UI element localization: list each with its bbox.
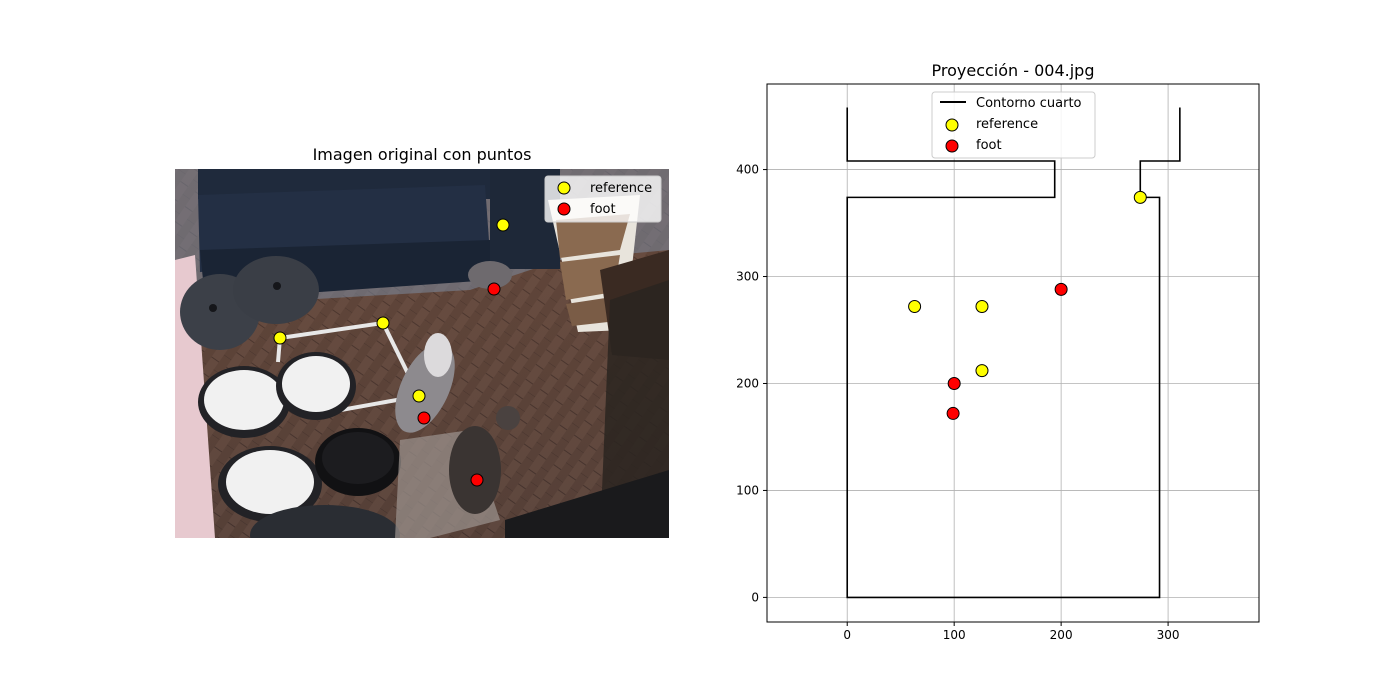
y-tick-label: 400: [736, 163, 759, 177]
photo-point-reference: [496, 218, 510, 232]
projection-point-reference: [975, 364, 989, 378]
photo-point-reference: [273, 331, 287, 345]
x-tick-label: 0: [843, 628, 851, 642]
projection-point-foot: [946, 406, 960, 420]
legend-marker-reference: [945, 118, 959, 132]
projection-point-reference: [975, 299, 989, 313]
cats: [395, 261, 520, 514]
room-outline-line: [846, 107, 1181, 599]
projection-point-foot: [1054, 282, 1068, 296]
photo-point-reference: [376, 316, 390, 330]
legend-label-foot: foot: [976, 138, 1002, 153]
projection-point-reference: [1133, 190, 1147, 204]
projection-point-reference: [908, 299, 922, 313]
axis-ticks: 0 100 200 300 0 100 200 300 400: [736, 163, 1179, 642]
x-tick-label: 100: [943, 628, 966, 642]
legend-marker-foot: [557, 202, 571, 216]
projection-legend: Contorno cuarto reference foot: [931, 91, 1096, 159]
y-tick-label: 200: [736, 376, 759, 390]
photo-point-foot: [487, 282, 501, 296]
photo-point-foot: [417, 411, 431, 425]
y-tick-label: 100: [736, 483, 759, 497]
legend-marker-foot: [945, 139, 959, 153]
grid: [767, 84, 1259, 622]
photo-point-foot: [470, 473, 484, 487]
legend-label-reference: reference: [976, 117, 1038, 132]
legend-label-foot: foot: [590, 202, 616, 217]
room-outline: [846, 107, 1181, 599]
drum-kit: [180, 256, 401, 538]
x-tick-label: 200: [1050, 628, 1073, 642]
room-photo: [175, 169, 669, 538]
photo-legend: reference foot: [544, 175, 662, 223]
projection-panel: Proyección - 004.jpg 0 100 200 300 0 100 200 30…: [736, 61, 1260, 642]
legend-label-outline: Contorno cuarto: [976, 96, 1082, 111]
photo-point-reference: [412, 389, 426, 403]
projection-title: Proyección - 004.jpg: [932, 61, 1095, 80]
x-tick-label: 300: [1157, 628, 1180, 642]
projection-points: [908, 190, 1147, 420]
legend-label-reference: reference: [590, 181, 652, 196]
photo-panel: Imagen original con puntos: [175, 145, 669, 538]
photo-title: Imagen original con puntos: [313, 145, 532, 164]
axes-frame: [766, 83, 1260, 623]
projection-point-foot: [947, 376, 961, 390]
y-tick-label: 0: [751, 590, 759, 604]
photo-points: [273, 218, 510, 487]
y-tick-label: 300: [736, 270, 759, 284]
legend-marker-reference: [557, 181, 571, 195]
